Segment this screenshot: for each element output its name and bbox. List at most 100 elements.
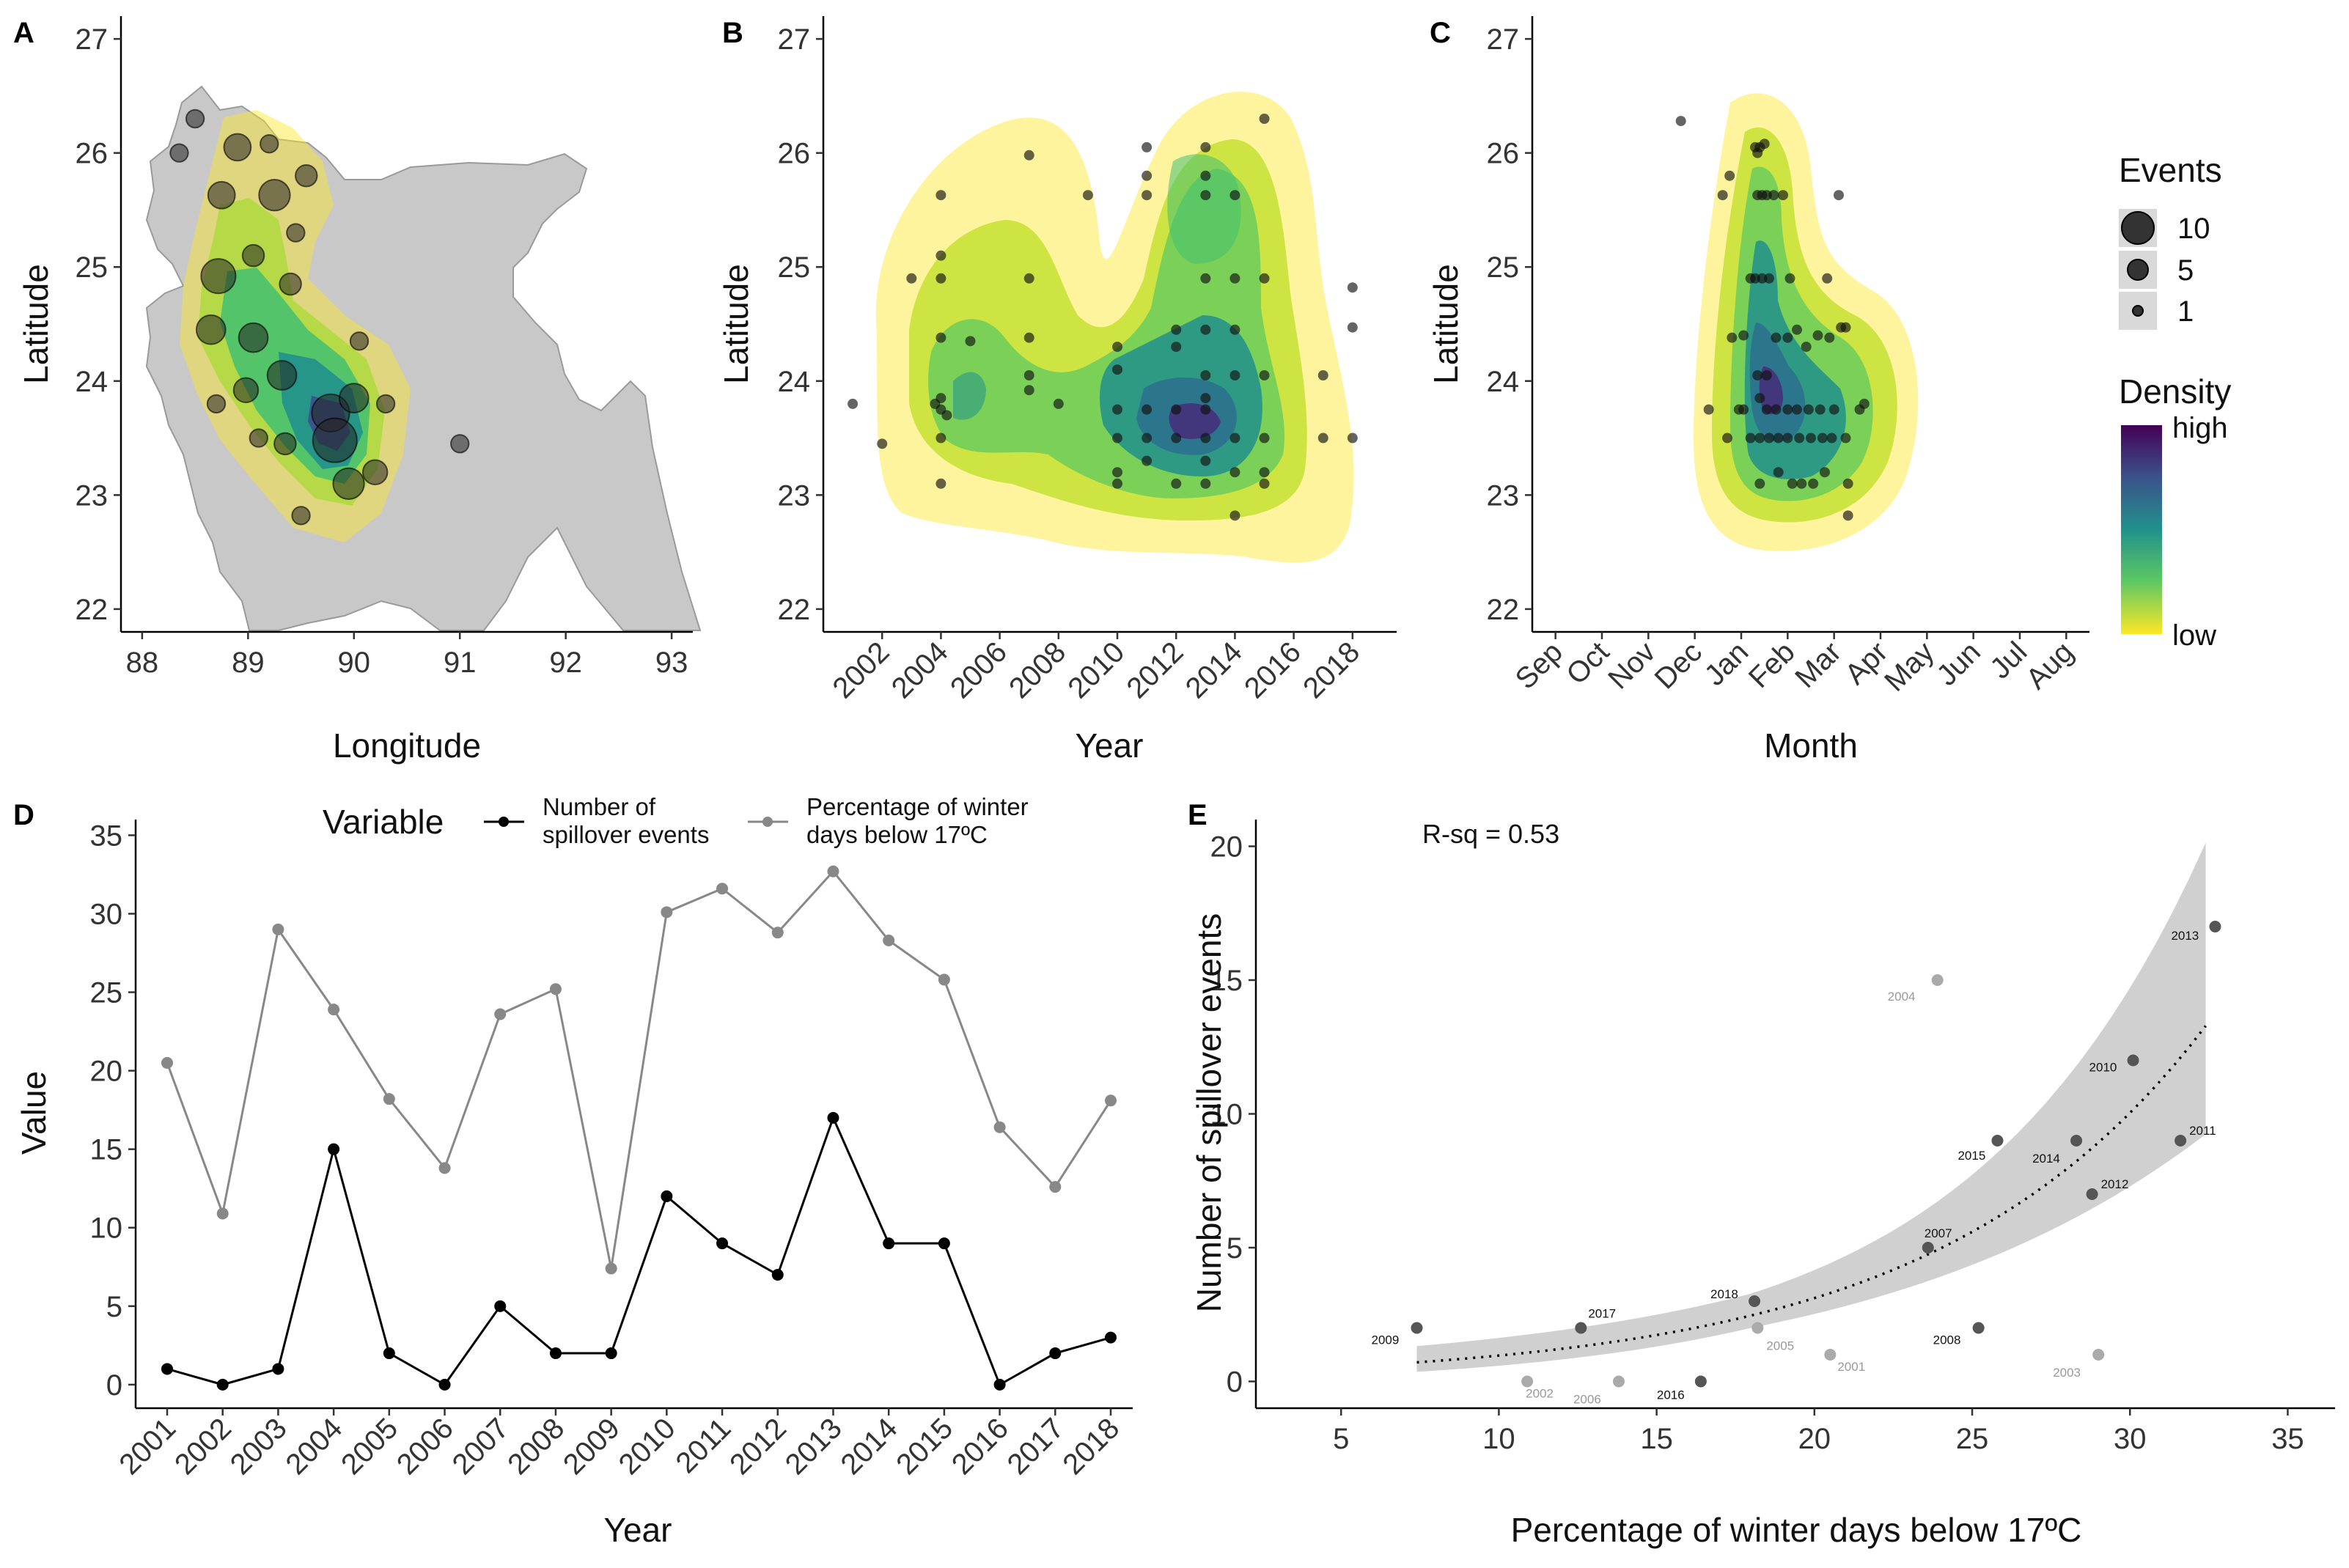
series-point [716, 883, 729, 895]
legend-pct-marker [762, 817, 773, 827]
event-point [1171, 433, 1182, 443]
xtick-label: 2015 [890, 1412, 959, 1481]
event-point [1806, 433, 1816, 443]
xtick-label: Jan [1699, 636, 1755, 692]
event-point [1834, 190, 1844, 201]
event-point [1317, 433, 1328, 443]
event-point [1142, 190, 1153, 201]
panel-A-ylabel: Latitude [17, 264, 55, 384]
panel-B-xlabel: Year [1076, 726, 1144, 765]
scatter-point [2070, 1135, 2083, 1146]
ytick-label: 27 [1487, 23, 1520, 56]
xtick-label: 2012 [724, 1412, 793, 1481]
ytick-label: 24 [778, 366, 811, 398]
point-year-label: 2005 [1766, 1339, 1794, 1353]
event-point [1759, 139, 1770, 150]
xtick-label: 91 [444, 647, 477, 679]
panel-B-points [848, 114, 1358, 521]
scatter-point [2175, 1135, 2187, 1146]
scatter-point [1749, 1295, 1761, 1307]
series-point [438, 1162, 451, 1174]
legend-events-label-l2: spillover events [543, 821, 709, 848]
event-point [1717, 190, 1728, 201]
event-point [1171, 478, 1182, 489]
ytick-label: 35 [90, 820, 123, 852]
ytick-label: 15 [1210, 965, 1243, 997]
panel-B-density [875, 92, 1354, 563]
event-point [1112, 364, 1123, 375]
series-point [661, 906, 673, 919]
event-point [935, 433, 946, 443]
xtick-label: Nov [1602, 636, 1661, 695]
event-point [1142, 433, 1153, 443]
event-point [238, 322, 269, 353]
event-point [1738, 404, 1749, 415]
panel-C-label: C [1430, 17, 1451, 49]
xtick-label: 2005 [335, 1412, 404, 1481]
scatter-point [1575, 1322, 1587, 1334]
event-point [1801, 342, 1812, 353]
xtick-label: 30 [2114, 1423, 2147, 1455]
ytick-label: 22 [778, 594, 811, 626]
xtick-label: 2012 [1121, 636, 1190, 704]
panel-C-ylabel: Latitude [1427, 264, 1465, 384]
events-label-10: 10 [2177, 213, 2210, 245]
ytick-label: 25 [778, 251, 811, 284]
xtick-label: 2014 [1180, 636, 1249, 704]
event-point [1778, 190, 1788, 201]
xtick-label: 2014 [835, 1412, 904, 1481]
xtick-label: 20 [1798, 1423, 1831, 1455]
xtick-label: 92 [549, 647, 582, 679]
point-year-label: 2016 [1657, 1388, 1685, 1402]
event-point [1053, 398, 1064, 409]
event-point [279, 272, 302, 296]
series-point [1105, 1094, 1117, 1107]
xtick-label: 2002 [827, 636, 896, 704]
xtick-label: 2017 [1001, 1412, 1070, 1481]
event-point [1782, 404, 1793, 415]
event-point [935, 478, 946, 489]
panel-A-xlabel: Longitude [333, 726, 481, 765]
event-point [1112, 404, 1123, 415]
series-point [494, 1008, 507, 1020]
event-point [1792, 324, 1802, 335]
point-year-label: 2002 [1526, 1387, 1554, 1401]
density-high-label: high [2172, 412, 2228, 444]
event-point [241, 243, 265, 268]
event-point [1815, 404, 1826, 415]
panel-E-xticks: 5 10 15 20 25 30 35 [1333, 1408, 2304, 1455]
event-point [1023, 385, 1034, 396]
series-point [938, 1237, 950, 1250]
event-point [1200, 324, 1211, 335]
event-point [906, 273, 917, 284]
density-B-l2b [953, 372, 986, 420]
event-point [169, 143, 189, 163]
event-point [260, 134, 279, 154]
event-point [1822, 273, 1833, 284]
series-point [161, 1056, 173, 1069]
ytick-label: 26 [778, 138, 811, 170]
event-point [361, 459, 389, 485]
ytick-label: 24 [76, 366, 109, 398]
xtick-label: 2006 [944, 636, 1013, 704]
scatter-point [1922, 1242, 1934, 1254]
panel-D-xlabel: Year [604, 1511, 672, 1549]
ytick-label: 25 [76, 251, 109, 284]
ytick-label: 27 [778, 23, 811, 56]
event-point [1200, 433, 1211, 443]
event-point [1200, 393, 1211, 404]
event-point [1200, 273, 1211, 284]
scatter-point [2092, 1349, 2105, 1361]
event-point [1675, 116, 1686, 127]
event-point [1023, 370, 1034, 380]
event-point [1828, 404, 1839, 415]
event-point [1229, 433, 1240, 443]
point-year-label: 2003 [2053, 1366, 2081, 1380]
xtick-label: Dec [1649, 636, 1708, 695]
series-point [1105, 1331, 1117, 1344]
event-point [338, 383, 370, 413]
point-year-label: 2011 [2189, 1124, 2216, 1138]
xtick-label: 2004 [279, 1412, 348, 1481]
ytick-label: 5 [106, 1291, 122, 1323]
